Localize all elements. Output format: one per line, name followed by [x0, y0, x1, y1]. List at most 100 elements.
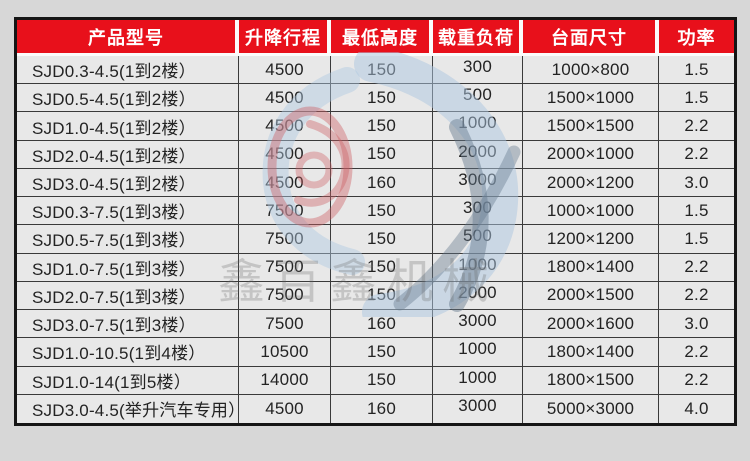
value-cell: 500: [433, 225, 523, 253]
value-cell: 2000×1000: [523, 140, 659, 168]
value-cell: 1500×1000: [523, 84, 659, 112]
table-row: SJD2.0-7.5(1到3楼） 7500 150 2000 2000×1500 2.2: [17, 281, 734, 311]
value-cell: 1200×1200: [523, 225, 659, 253]
value-cell: 2000: [433, 140, 523, 168]
model-cell: SJD2.0-7.5(1到3楼）: [17, 281, 239, 310]
value-cell: 3.0: [684, 172, 709, 192]
value-cell: 1.5: [684, 228, 709, 248]
table-row: SJD1.0-10.5(1到4楼） 10500 150 1000 1800×1400 2.…: [17, 338, 734, 367]
value-cell: 7500: [239, 281, 331, 310]
value-cell: 7500: [239, 253, 331, 281]
value-cell: 1.5: [684, 87, 709, 107]
model-cell: SJD2.0-4.5(1到2楼）: [17, 140, 239, 168]
value-cell: 4500: [239, 168, 331, 197]
value-cell: 1000×1000: [523, 197, 659, 225]
table-row: SJD2.0-4.5(1到2楼） 4500 150 2000 2000×1000 2.2: [17, 140, 734, 169]
model-cell: SJD1.0-7.5(1到3楼）: [17, 253, 239, 281]
column-header-load: 载重负荷: [433, 20, 523, 53]
value-cell: 1000: [433, 112, 523, 140]
value-cell: 1000: [433, 253, 523, 281]
value-cell: 300: [433, 197, 523, 225]
table-body: SJD0.3-4.5(1到2楼） 4500 150 300 1000×800 1.5 SJD…: [17, 56, 734, 423]
model-cell: SJD3.0-4.5(举升汽车专用）: [17, 394, 245, 423]
table-row: SJD3.0-7.5(1到3楼） 7500 160 3000 2000×1600 3.0: [17, 310, 734, 339]
model-cell: SJD1.0-10.5(1到4楼）: [17, 338, 239, 366]
value-cell: 150: [331, 253, 433, 281]
value-cell: 7500: [239, 310, 331, 338]
model-cell: SJD3.0-4.5(1到2楼）: [17, 168, 239, 197]
value-cell: 4.0: [684, 398, 709, 418]
table-row: SJD1.0-7.5(1到3楼） 7500 150 1000 1800×1400 2.2: [17, 253, 734, 282]
value-cell: 500: [433, 84, 523, 112]
table-row: SJD1.0-14(1到5楼） 14000 150 1000 1800×1500 2.2: [17, 366, 734, 395]
column-header-stroke: 升降行程: [239, 20, 331, 53]
value-cell: 1800×1400: [523, 253, 659, 281]
value-cell: 10500: [239, 338, 331, 366]
value-cell: 4500: [239, 56, 331, 84]
table-row: SJD0.5-4.5(1到2楼） 4500 150 500 1500×1000 1.5: [17, 84, 734, 113]
table-row: SJD0.3-7.5(1到3楼） 7500 150 300 1000×1000 1.5: [17, 197, 734, 226]
value-cell: 1.5: [684, 200, 709, 220]
value-cell: 2.2: [684, 257, 709, 277]
model-cell: SJD3.0-7.5(1到3楼）: [17, 310, 239, 338]
value-cell: 3.0: [684, 313, 709, 333]
value-cell: 2000×1500: [523, 281, 659, 310]
value-cell: 2.2: [684, 370, 709, 390]
model-cell: SJD0.5-7.5(1到3楼）: [17, 225, 239, 253]
product-spec-table: 产品型号 升降行程 最低高度 载重负荷 台面尺寸 功率 SJD0.3-4.5(1…: [14, 17, 737, 426]
value-cell: 2.2: [684, 144, 709, 164]
model-cell: SJD0.5-4.5(1到2楼）: [17, 84, 239, 112]
value-cell: 2000×1200: [523, 168, 659, 197]
value-cell: 4500: [239, 84, 331, 112]
value-cell: 2.2: [684, 116, 709, 136]
value-cell: 150: [331, 84, 433, 112]
value-cell: 1000: [433, 366, 523, 394]
column-header-model: 产品型号: [17, 20, 239, 53]
table-row: SJD3.0-4.5(举升汽车专用） 4500 160 3000 5000×3000 4.…: [17, 394, 734, 423]
value-cell: 2.2: [684, 285, 709, 305]
value-cell: 1500×1500: [523, 112, 659, 140]
value-cell: 2000×1600: [523, 310, 659, 338]
column-header-power: 功率: [659, 20, 734, 53]
value-cell: 7500: [239, 225, 331, 253]
value-cell: 160: [331, 310, 433, 338]
value-cell: 1800×1500: [523, 366, 659, 394]
model-cell: SJD0.3-4.5(1到2楼）: [17, 56, 239, 84]
value-cell: 1.5: [684, 59, 709, 79]
value-cell: 4500: [239, 112, 331, 140]
model-cell: SJD0.3-7.5(1到3楼）: [17, 197, 239, 225]
value-cell: 5000×3000: [523, 394, 659, 423]
value-cell: 150: [331, 281, 433, 310]
model-cell: SJD1.0-14(1到5楼）: [17, 366, 239, 394]
value-cell: 160: [331, 168, 433, 197]
value-cell: 150: [331, 112, 433, 140]
value-cell: 3000: [433, 168, 523, 197]
table-row: SJD0.3-4.5(1到2楼） 4500 150 300 1000×800 1.5: [17, 56, 734, 85]
value-cell: 3000: [433, 394, 523, 423]
value-cell: 150: [331, 140, 433, 168]
table-row: SJD0.5-7.5(1到3楼） 7500 150 500 1200×1200 1.5: [17, 225, 734, 254]
model-cell: SJD1.0-4.5(1到2楼）: [17, 112, 239, 140]
value-cell: 14000: [239, 366, 331, 394]
value-cell: 3000: [433, 310, 523, 338]
value-cell: 300: [433, 56, 523, 84]
value-cell: 150: [331, 225, 433, 253]
value-cell: 4500: [239, 394, 331, 423]
table-row: SJD3.0-4.5(1到2楼） 4500 160 3000 2000×1200 3.0: [17, 168, 734, 198]
value-cell: 150: [331, 56, 433, 84]
value-cell: 1000: [433, 338, 523, 366]
table-header-row: 产品型号 升降行程 最低高度 载重负荷 台面尺寸 功率: [17, 20, 734, 56]
value-cell: 150: [331, 338, 433, 366]
value-cell: 2000: [433, 281, 523, 310]
value-cell: 4500: [239, 140, 331, 168]
value-cell: 1800×1400: [523, 338, 659, 366]
value-cell: 1000×800: [523, 56, 659, 84]
table-row: SJD1.0-4.5(1到2楼） 4500 150 1000 1500×1500 2.2: [17, 112, 734, 141]
column-header-min-height: 最低高度: [331, 20, 433, 53]
value-cell: 150: [331, 366, 433, 394]
value-cell: 2.2: [684, 341, 709, 361]
value-cell: 160: [331, 394, 433, 423]
column-header-size: 台面尺寸: [523, 20, 659, 53]
value-cell: 7500: [239, 197, 331, 225]
